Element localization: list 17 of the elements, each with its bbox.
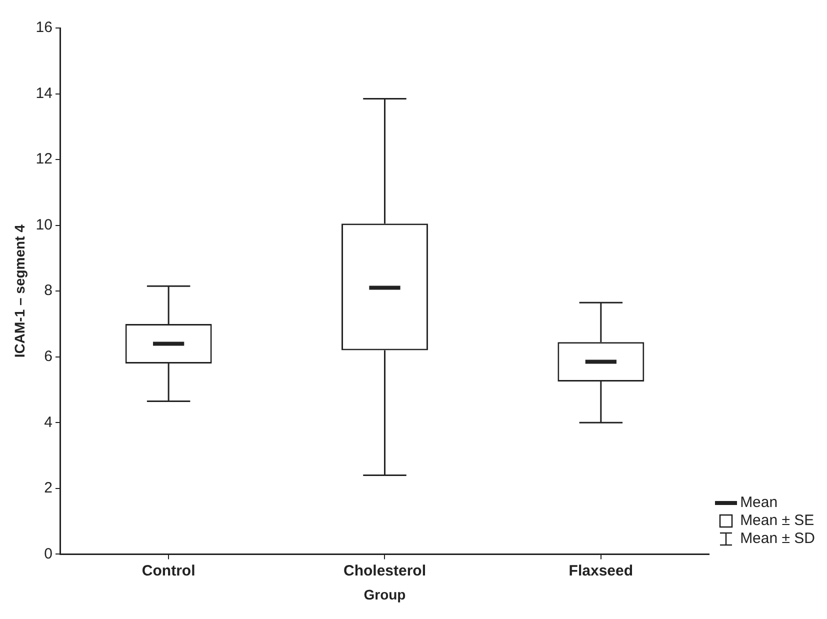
y-tick-label: 0: [44, 545, 52, 562]
text: Mean: [740, 494, 778, 512]
y-tick-label: 16: [36, 19, 52, 36]
x-tick-label: Control: [142, 562, 196, 580]
y-tick-label: 14: [36, 84, 52, 102]
x-tick-label: Flaxseed: [568, 562, 634, 580]
x-tick-label: Cholesterol: [343, 562, 426, 580]
y-tick-label: 8: [44, 282, 52, 300]
text: Mean ± SE: [740, 512, 814, 530]
y-tick-label: 10: [36, 216, 52, 234]
y-axis-title: ICAM-1 – segment 4: [11, 224, 28, 358]
y-tick-label: 12: [36, 150, 52, 168]
x-axis-title: Group: [364, 586, 406, 602]
y-tick-label: 4: [44, 414, 52, 431]
y-tick-label: 2: [44, 480, 52, 497]
y-tick-label: 6: [44, 348, 52, 366]
text: Mean ± SD: [740, 530, 815, 548]
